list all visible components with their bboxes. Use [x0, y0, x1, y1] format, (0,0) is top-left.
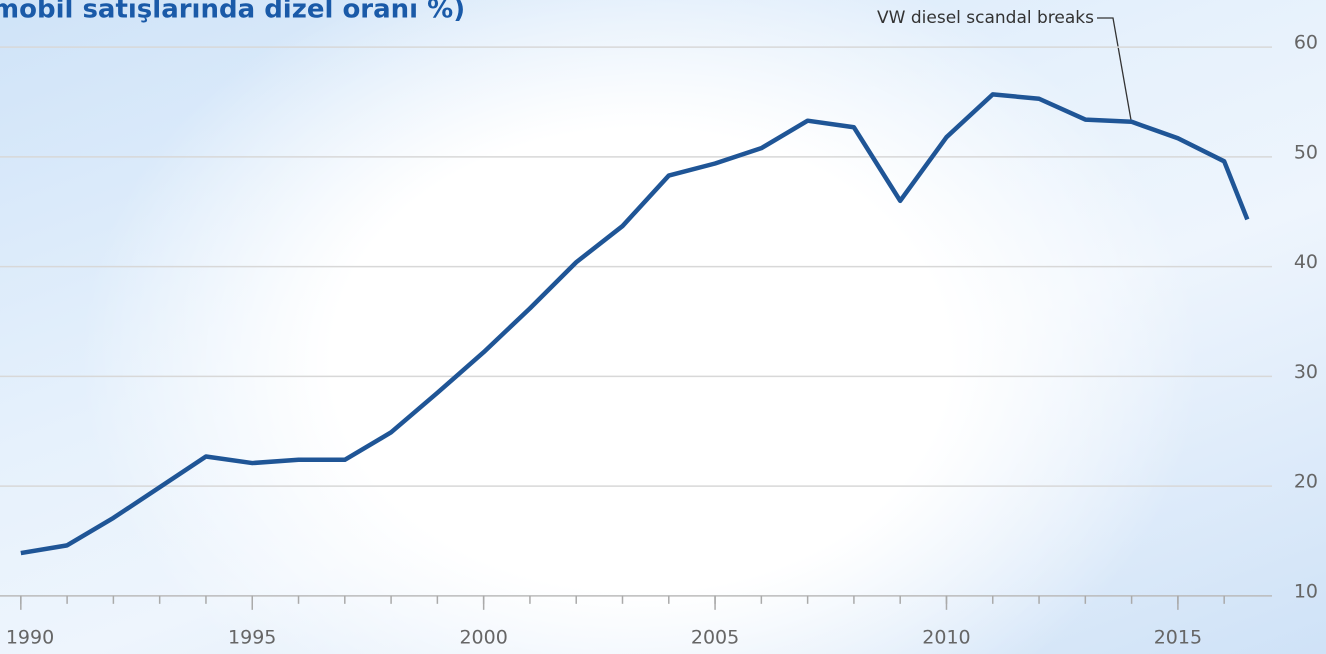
y-tick-label: 40: [1294, 251, 1318, 273]
annotation-leader: [1097, 17, 1132, 121]
x-tick-label: 2005: [691, 627, 739, 649]
y-tick-label: 60: [1294, 32, 1318, 54]
line-series: [20, 92, 1250, 556]
x-tick-label: 2015: [1154, 627, 1202, 649]
x-tick-label: 2000: [459, 627, 507, 649]
chart-title: mobil satışlarında dizel oranı %): [0, 0, 465, 25]
x-tick-label: 2010: [922, 627, 970, 649]
y-tick-label: 50: [1294, 141, 1318, 163]
x-tick-label: 1995: [228, 627, 276, 649]
y-tick-label: 30: [1294, 361, 1318, 383]
y-tick-label: 20: [1294, 471, 1318, 493]
y-tick-label: 10: [1294, 580, 1318, 602]
x-tick-label: 1990: [6, 627, 54, 649]
annotation: VW diesel scandal breaks: [877, 8, 1094, 28]
